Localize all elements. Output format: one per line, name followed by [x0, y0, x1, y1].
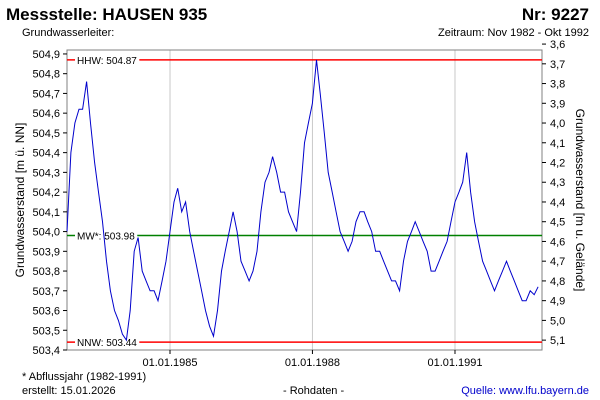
- raw-data-label: - Rohdaten -: [283, 385, 345, 397]
- reference-label-background-2: [75, 338, 140, 350]
- left-tick-label-3: 503,7: [32, 286, 60, 298]
- reference-label-1: MW*: 503.98: [77, 232, 135, 243]
- right-tick-label-3: 4,8: [550, 276, 565, 288]
- page-title: Messstelle: HAUSEN 935: [6, 5, 208, 24]
- right-tick-label-11: 4,0: [550, 118, 565, 130]
- left-tick-label-6: 504,0: [32, 227, 60, 239]
- left-tick-label-8: 504,2: [32, 187, 60, 199]
- x-tick-label-2: 01.01.1991: [427, 357, 482, 369]
- x-tick-label-1: 01.01.1988: [285, 357, 340, 369]
- left-tick-label-5: 503,9: [32, 246, 60, 258]
- right-tick-label-12: 3,9: [550, 98, 565, 110]
- created-date: erstellt: 15.01.2026: [22, 385, 116, 397]
- right-tick-label-13: 3,8: [550, 79, 565, 91]
- left-tick-label-7: 504,1: [32, 207, 60, 219]
- y-axis-label-left: Grundwasserstand [m ü. NN]: [13, 123, 27, 278]
- left-tick-label-12: 504,6: [32, 108, 60, 120]
- station-number: Nr: 9227: [521, 5, 589, 24]
- reference-label-0: HHW: 504.87: [77, 56, 137, 67]
- reference-label-2: NNW: 503.44: [77, 338, 137, 349]
- right-tick-label-4: 4,7: [550, 256, 565, 268]
- source-link[interactable]: Quelle: www.lfu.bayern.de: [461, 385, 589, 397]
- right-tick-label-15: 3,6: [550, 39, 565, 51]
- right-tick-label-2: 4,9: [550, 296, 565, 308]
- y-axis-label-right: Grundwasserstand [m u. Gelände]: [573, 109, 587, 292]
- right-tick-label-0: 5,1: [550, 335, 565, 347]
- right-axis-ticks: 5,1 5,0 4,9 4,8 4,7 4,6 4,5 4,4 4,3 4,2 4,1 4,0 3,9 3…: [542, 39, 565, 347]
- right-tick-label-10: 4,1: [550, 138, 565, 150]
- left-tick-label-2: 503,6: [32, 306, 60, 318]
- plot-frame: [66, 49, 543, 351]
- period-label: Zeitraum: Nov 1982 - Okt 1992: [437, 27, 589, 39]
- right-tick-label-1: 5,0: [550, 315, 565, 327]
- reference-label-background-1: [75, 231, 138, 243]
- grid-lines: [169, 50, 456, 350]
- left-tick-label-4: 503,8: [32, 266, 60, 278]
- right-tick-label-5: 4,6: [550, 236, 565, 248]
- right-tick-label-9: 4,2: [550, 158, 565, 170]
- reference-label-background-0: [75, 55, 140, 67]
- footnote: * Abflussjahr (1982-1991): [22, 371, 147, 383]
- left-tick-label-11: 504,5: [32, 128, 60, 140]
- left-tick-label-1: 503,5: [32, 325, 60, 337]
- aquifer-label: Grundwasserleiter:: [22, 27, 115, 39]
- left-tick-label-10: 504,4: [32, 148, 60, 160]
- left-tick-label-13: 504,7: [32, 88, 60, 100]
- x-axis-ticks: 01.01.1985 01.01.1988 01.01.1991: [142, 350, 483, 369]
- reference-lines: HHW: 504.87 MW*: 503.98 NNW: 503.44: [67, 55, 542, 350]
- x-tick-label-0: 01.01.1985: [142, 357, 197, 369]
- left-tick-label-0: 503,4: [32, 345, 60, 357]
- left-tick-label-14: 504,8: [32, 69, 60, 81]
- right-tick-label-7: 4,4: [550, 197, 565, 209]
- series-line-groundwater-level: [66, 59, 539, 342]
- left-tick-label-9: 504,3: [32, 167, 60, 179]
- right-tick-label-14: 3,7: [550, 59, 565, 71]
- right-tick-label-8: 4,3: [550, 177, 565, 189]
- left-tick-label-15: 504,9: [32, 49, 60, 61]
- right-tick-label-6: 4,5: [550, 217, 565, 229]
- left-axis-ticks: 503,4 503,5 503,6 503,7 503,8 503,9 504,0 504,1…: [32, 49, 67, 357]
